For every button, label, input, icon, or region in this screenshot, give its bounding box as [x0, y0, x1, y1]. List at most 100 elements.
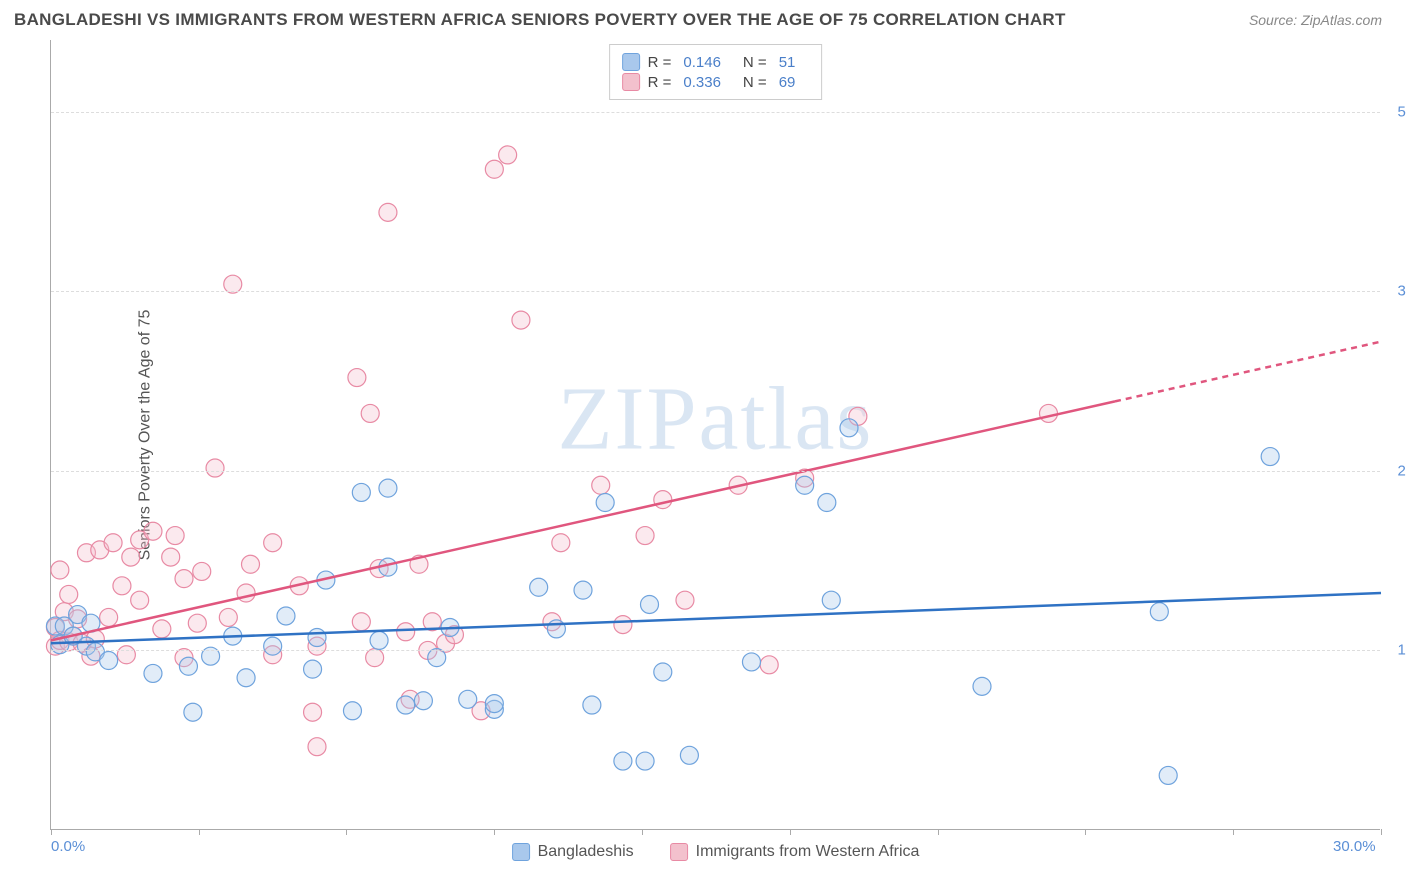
data-point: [117, 646, 135, 664]
data-point: [596, 494, 614, 512]
gridline-h: [51, 471, 1380, 472]
data-point: [592, 476, 610, 494]
stats-legend-row: R = 0.336 N = 69: [622, 73, 810, 91]
data-point: [485, 160, 503, 178]
regression-line-dashed: [1115, 342, 1381, 402]
swatch-icon: [512, 843, 530, 861]
data-point: [370, 631, 388, 649]
data-point: [379, 203, 397, 221]
r-value: 0.336: [683, 74, 721, 91]
data-point: [308, 738, 326, 756]
data-point: [796, 476, 814, 494]
data-point: [530, 578, 548, 596]
data-point: [264, 534, 282, 552]
swatch-icon: [622, 53, 640, 71]
data-point: [264, 637, 282, 655]
data-point: [760, 656, 778, 674]
x-tick: [199, 829, 200, 835]
x-tick: [938, 829, 939, 835]
legend-item: Immigrants from Western Africa: [670, 843, 920, 861]
swatch-icon: [622, 73, 640, 91]
gridline-h: [51, 650, 1380, 651]
data-point: [219, 608, 237, 626]
data-point: [308, 629, 326, 647]
data-point: [153, 620, 171, 638]
x-tick: [346, 829, 347, 835]
data-point: [175, 570, 193, 588]
x-tick-label: 30.0%: [1333, 838, 1376, 855]
data-point: [840, 419, 858, 437]
y-tick-label: 50.0%: [1397, 103, 1406, 120]
legend-label: Bangladeshis: [538, 843, 634, 861]
stat-label: N =: [743, 54, 767, 71]
data-point: [179, 657, 197, 675]
data-point: [973, 677, 991, 695]
x-tick-label: 0.0%: [51, 838, 85, 855]
data-point: [614, 616, 632, 634]
chart-container: Seniors Poverty Over the Age of 75 ZIPat…: [50, 40, 1380, 830]
data-point: [636, 527, 654, 545]
chart-svg: [51, 40, 1381, 830]
data-point: [1150, 603, 1168, 621]
data-point: [641, 595, 659, 613]
data-point: [512, 311, 530, 329]
data-point: [414, 692, 432, 710]
data-point: [144, 664, 162, 682]
data-point: [459, 690, 477, 708]
data-point: [1159, 766, 1177, 784]
data-point: [822, 591, 840, 609]
r-value: 0.146: [683, 54, 721, 71]
n-value: 69: [779, 74, 796, 91]
data-point: [188, 614, 206, 632]
n-value: 51: [779, 54, 796, 71]
data-point: [583, 696, 601, 714]
y-tick-label: 37.5%: [1397, 283, 1406, 300]
data-point: [113, 577, 131, 595]
data-point: [104, 534, 122, 552]
data-point: [131, 591, 149, 609]
data-point: [162, 548, 180, 566]
x-tick: [1381, 829, 1382, 835]
data-point: [166, 527, 184, 545]
data-point: [277, 607, 295, 625]
data-point: [193, 562, 211, 580]
stat-label: R =: [648, 54, 672, 71]
x-tick: [642, 829, 643, 835]
x-tick: [1085, 829, 1086, 835]
data-point: [122, 548, 140, 566]
data-point: [304, 703, 322, 721]
data-point: [1040, 404, 1058, 422]
legend-item: Bangladeshis: [512, 843, 634, 861]
data-point: [144, 522, 162, 540]
data-point: [242, 555, 260, 573]
data-point: [348, 369, 366, 387]
plot-area: ZIPatlas R = 0.146 N = 51 R = 0.336 N = …: [50, 40, 1380, 830]
regression-line: [51, 401, 1115, 640]
data-point: [100, 608, 118, 626]
data-point: [654, 663, 672, 681]
data-point: [352, 613, 370, 631]
data-point: [184, 703, 202, 721]
data-point: [680, 746, 698, 764]
data-point: [499, 146, 517, 164]
chart-title: BANGLADESHI VS IMMIGRANTS FROM WESTERN A…: [14, 10, 1066, 30]
data-point: [654, 491, 672, 509]
data-point: [237, 669, 255, 687]
data-point: [614, 752, 632, 770]
source-attribution: Source: ZipAtlas.com: [1249, 12, 1382, 28]
data-point: [100, 652, 118, 670]
data-point: [397, 623, 415, 641]
y-tick-label: 12.5%: [1397, 642, 1406, 659]
data-point: [352, 483, 370, 501]
data-point: [818, 494, 836, 512]
stats-legend: R = 0.146 N = 51 R = 0.336 N = 69: [609, 44, 823, 100]
gridline-h: [51, 291, 1380, 292]
data-point: [1261, 448, 1279, 466]
data-point: [485, 695, 503, 713]
stat-label: N =: [743, 74, 767, 91]
data-point: [51, 561, 69, 579]
data-point: [304, 660, 322, 678]
stats-legend-row: R = 0.146 N = 51: [622, 53, 810, 71]
data-point: [742, 653, 760, 671]
x-tick: [494, 829, 495, 835]
